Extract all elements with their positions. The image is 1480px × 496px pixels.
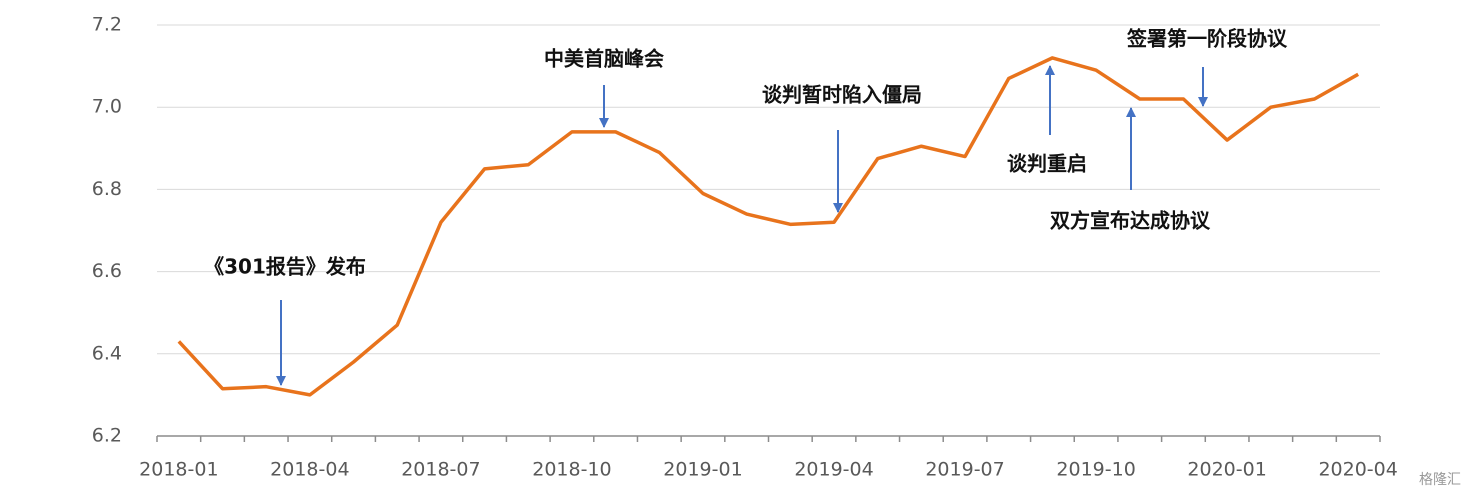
annotation: 双方宣布达成协议	[1050, 209, 1211, 233]
x-tick-label: 2019-07	[925, 459, 1004, 481]
x-tick-label: 2020-04	[1318, 459, 1397, 481]
annotation: 谈判暂时陷入僵局	[762, 83, 922, 107]
line-series	[177, 56, 1360, 397]
y-tick-label: 7.2	[92, 14, 122, 36]
x-tick-label: 2018-01	[139, 459, 218, 481]
y-tick-label: 6.4	[92, 342, 122, 364]
x-tick-label: 2018-07	[401, 459, 480, 481]
annotation: 《301报告》发布	[204, 255, 366, 279]
y-tick-label: 7.0	[92, 96, 122, 118]
annotation: 谈判重启	[1007, 152, 1087, 176]
watermark: 格隆汇	[1419, 472, 1461, 488]
y-tick-label: 6.6	[92, 260, 122, 282]
x-tick-label: 2019-01	[663, 459, 742, 481]
annotation: 中美首脑峰会	[544, 47, 664, 71]
x-tick-label: 2019-04	[794, 459, 873, 481]
x-tick-label: 2018-04	[270, 459, 349, 481]
x-tick-label: 2020-01	[1187, 459, 1266, 481]
annotation: 签署第一阶段协议	[1126, 27, 1288, 51]
y-tick-label: 6.8	[92, 178, 122, 200]
x-tick-label: 2019-10	[1056, 459, 1135, 481]
y-tick-label: 6.2	[92, 425, 122, 447]
x-tick-label: 2018-10	[532, 459, 611, 481]
